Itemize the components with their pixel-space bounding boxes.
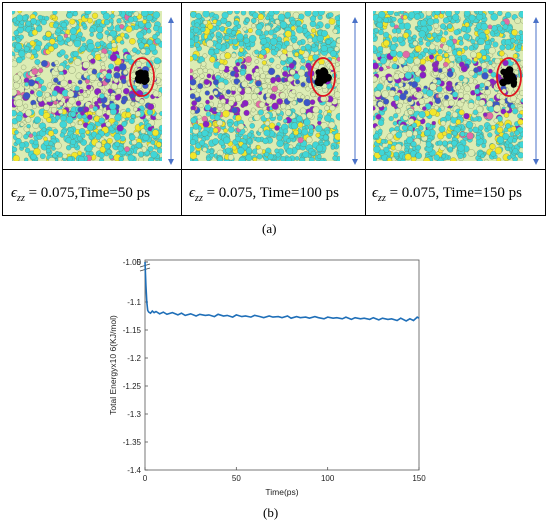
- table-divider: [3, 169, 545, 170]
- panel-a-label: (a): [262, 221, 277, 236]
- caption-50ps: ϵzz = 0.075,Time=50 ps: [11, 185, 150, 204]
- series-line: [144, 261, 420, 322]
- y-tick-label: -1.4: [127, 466, 141, 475]
- panel-b-label: (b): [263, 505, 279, 520]
- double-arrow-icon: [168, 17, 174, 165]
- md-snapshot-100ps: [190, 11, 340, 161]
- x-tick-label: 100: [321, 474, 335, 483]
- y-tick-label: -1.05: [123, 258, 142, 267]
- table-divider: [181, 3, 182, 215]
- y-tick-label: -1.25: [123, 382, 142, 391]
- double-arrow-icon: [533, 17, 539, 165]
- caption-100ps: ϵzz = 0.075, Time=100 ps: [189, 185, 339, 204]
- y-axis-label: Total Energyx10 6(KJ/mol): [108, 315, 118, 415]
- md-snapshot-50ps: [12, 11, 162, 161]
- x-axis-label: Time(ps): [265, 487, 298, 497]
- md-snapshot-150ps: [373, 11, 523, 161]
- x-tick-label: 150: [412, 474, 426, 483]
- y-tick-label: -1.15: [123, 326, 142, 335]
- x-tick-label: 50: [232, 474, 241, 483]
- caption-150ps: ϵzz = 0.075, Time=150 ps: [372, 185, 522, 204]
- x-tick-label: 0: [143, 474, 148, 483]
- plot-area: [144, 259, 420, 471]
- y-tick-label: 0: [137, 258, 142, 267]
- y-tick-label: -1.2: [127, 354, 141, 363]
- y-tick-label: -1.35: [123, 438, 142, 447]
- table-divider: [365, 3, 366, 215]
- y-tick-label: -1.3: [127, 410, 141, 419]
- snapshot-table: ϵzz = 0.075,Time=50 ps ϵzz = 0.075, Time…: [2, 2, 546, 216]
- double-arrow-icon: [352, 17, 358, 165]
- y-tick-label: -1.1: [127, 298, 141, 307]
